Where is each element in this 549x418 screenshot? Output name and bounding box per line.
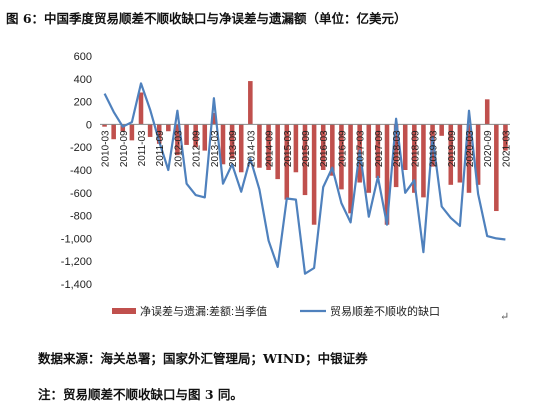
y-tick-label: -200 (70, 142, 92, 154)
legend-bar-label: 净误差与遗漏:差额:当季值 (140, 304, 267, 318)
x-tick-label: 2014-09 (265, 130, 276, 167)
y-tick-label: -400 (70, 165, 92, 177)
x-tick-label: 2012-09 (192, 130, 203, 167)
y-tick-label: -1,400 (61, 279, 92, 291)
bar (184, 124, 189, 145)
bar (147, 124, 153, 137)
y-tick-label: 400 (74, 74, 92, 86)
bar (384, 124, 390, 225)
x-tick-label: 2010-03 (101, 130, 112, 167)
legend-bar-swatch (112, 308, 136, 314)
bar (266, 124, 271, 170)
bar (311, 124, 317, 225)
bar (129, 124, 135, 141)
x-tick-label: 2013-03 (210, 130, 221, 167)
bar (366, 124, 372, 193)
x-tick-label: 2010-09 (119, 130, 130, 167)
x-tick-label: 2011-09 (155, 130, 166, 166)
bar (156, 124, 162, 144)
y-axis-labels: 600 400 200 0 -200 -400 -600 -800 -1,000 -1,200 -1… (61, 51, 92, 291)
y-tick-label: 0 (86, 119, 92, 131)
bar (166, 124, 171, 132)
bar (375, 124, 381, 178)
bar (330, 124, 335, 176)
bar (412, 124, 417, 193)
x-tick-label: 2015-03 (283, 130, 294, 167)
y-tick-label: -1,000 (61, 233, 92, 245)
y-tick-label: 600 (74, 51, 92, 63)
y-tick-label: -600 (70, 188, 92, 200)
bar (238, 124, 244, 173)
x-tick-label: 2017-09 (374, 130, 385, 167)
bar (175, 124, 180, 156)
bar (138, 92, 144, 125)
x-tick-label: 2021-03 (501, 130, 512, 167)
bar (457, 124, 463, 183)
x-tick-label: 2012-03 (173, 130, 184, 167)
line-series (103, 82, 506, 275)
bar (439, 124, 444, 136)
x-tick-label: 2015-09 (301, 130, 312, 167)
bar (202, 124, 208, 151)
bar (320, 124, 326, 170)
bar (193, 124, 198, 148)
bar (339, 124, 344, 190)
bar (293, 124, 299, 173)
bar (275, 124, 280, 180)
bar (421, 124, 426, 198)
bar (348, 124, 353, 214)
x-tick-label: 2018-09 (410, 130, 421, 167)
x-tick-label: 2020-09 (483, 130, 494, 167)
bar (220, 124, 226, 165)
chart: 600 400 200 0 -200 -400 -600 -800 -1,000 -1,200 -1… (61, 51, 513, 318)
chart-note: 注：贸易顺差不顺收缺口与图 3 同。 (38, 387, 243, 402)
chart-title: 图 6：中国季度贸易顺差不顺收缺口与净误差与遗漏额（单位：亿美元） (6, 11, 407, 26)
x-tick-label: 2016-03 (319, 130, 330, 167)
plot-area (100, 81, 510, 275)
data-source: 数据来源：海关总署；国家外汇管理局；WIND；中银证券 (38, 351, 368, 366)
bar (248, 81, 253, 125)
x-tick-label: 2013-09 (228, 130, 239, 167)
bar (494, 124, 499, 212)
bar (466, 124, 472, 193)
legend: 净误差与遗漏:差额:当季值 贸易顺差不顺收的缺口 (112, 304, 440, 318)
x-tick-label: 2020-03 (465, 130, 476, 167)
bar (229, 124, 235, 159)
bar (402, 124, 408, 170)
bar (111, 124, 116, 140)
return-mark: ↵ (500, 310, 510, 323)
x-tick-label: 2017-03 (356, 130, 367, 167)
bar (484, 99, 490, 125)
bar (448, 124, 454, 185)
bar (257, 124, 262, 168)
x-tick-label: 2016-09 (337, 130, 348, 167)
bar (302, 124, 308, 196)
x-tick-label: 2019-09 (447, 130, 458, 167)
bar (475, 124, 481, 185)
bar (503, 124, 508, 151)
bar (120, 124, 126, 132)
bar (393, 124, 399, 188)
x-axis-labels: 2010-03 2010-09 2011-03 2011-09 2012-03 2012-… (101, 130, 513, 167)
bar (211, 113, 217, 125)
x-tick-label: 2014-03 (246, 130, 257, 167)
y-tick-label: 200 (74, 97, 92, 109)
bar (284, 124, 290, 200)
y-tick-label: -1,200 (61, 256, 92, 268)
y-tick-label: -800 (70, 211, 92, 223)
bar (102, 124, 107, 127)
x-tick-label: 2011-03 (137, 130, 148, 166)
x-tick-label: 2018-03 (392, 130, 403, 167)
legend-line-label: 贸易顺差不顺收的缺口 (330, 304, 440, 318)
x-tick-label: 2019-03 (429, 130, 440, 167)
